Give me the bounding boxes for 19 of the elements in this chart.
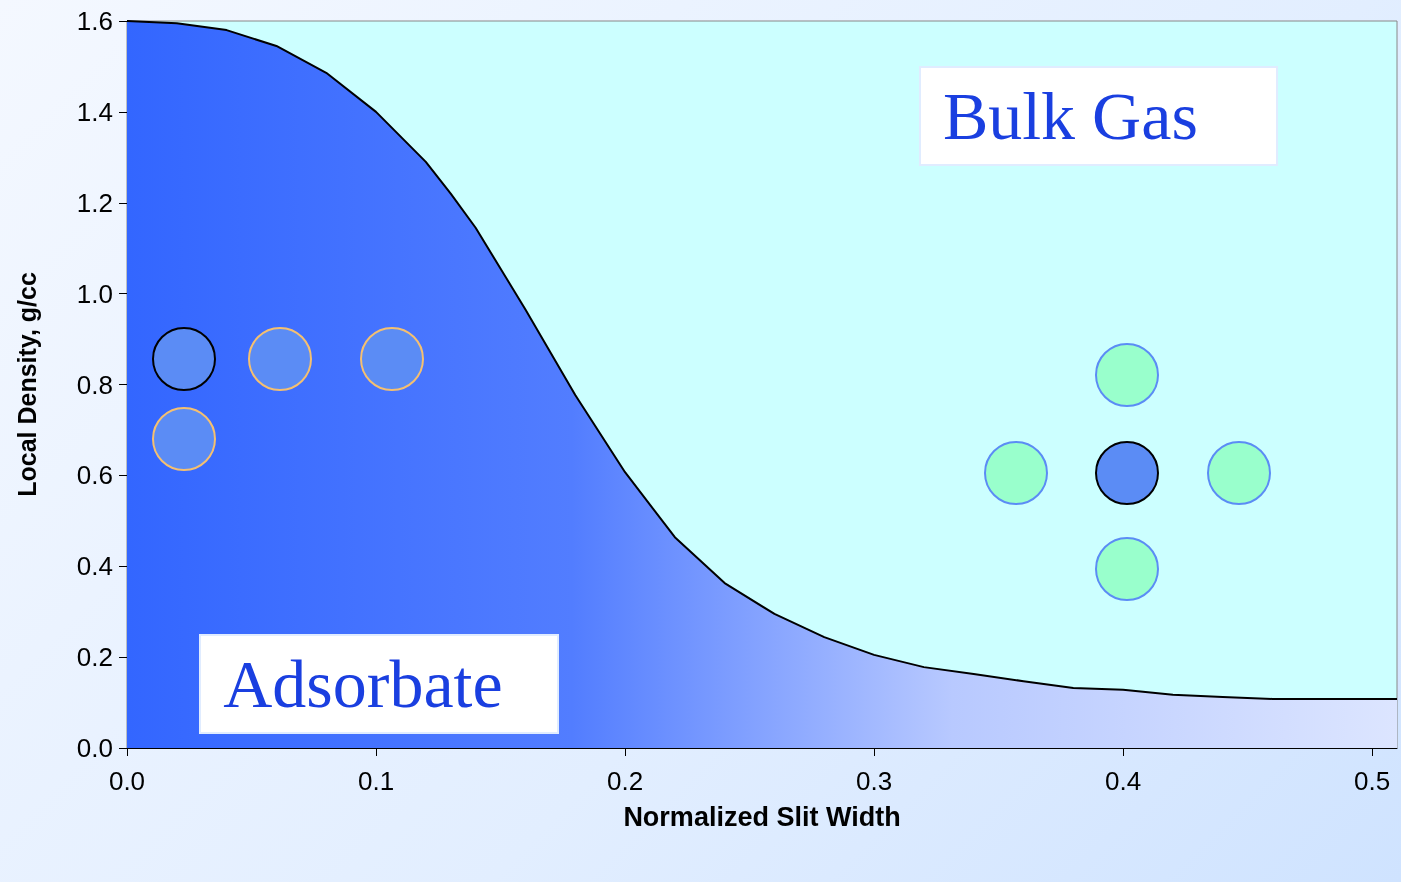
x-tick-label: 0.5 xyxy=(1354,766,1391,796)
annotation: Adsorbate xyxy=(199,634,559,735)
y-tick-label: 0.8 xyxy=(76,369,113,400)
annotation: Bulk Gas xyxy=(918,66,1278,167)
y-axis-title: Local Density, g/cc xyxy=(12,272,41,497)
x-axis-title: Normalized Slit Width xyxy=(623,801,901,832)
y-tick-label: 0.4 xyxy=(76,551,113,582)
y-tick-label: 1.4 xyxy=(76,96,113,127)
y-tick-label: 1.0 xyxy=(76,278,113,309)
x-tick-label: 0.3 xyxy=(855,766,893,796)
y-tick-label: 0.6 xyxy=(76,460,113,491)
y-tick-label: 0.0 xyxy=(76,733,113,763)
y-tick-label: 1.2 xyxy=(76,187,113,218)
x-tick-label: 0.1 xyxy=(357,766,395,796)
y-tick-label: 1.6 xyxy=(76,6,113,36)
y-tick-label: 0.2 xyxy=(76,642,113,673)
x-tick-label: 0.0 xyxy=(108,766,146,796)
x-tick-label: 0.4 xyxy=(1105,766,1142,796)
x-tick-label: 0.2 xyxy=(606,766,644,796)
